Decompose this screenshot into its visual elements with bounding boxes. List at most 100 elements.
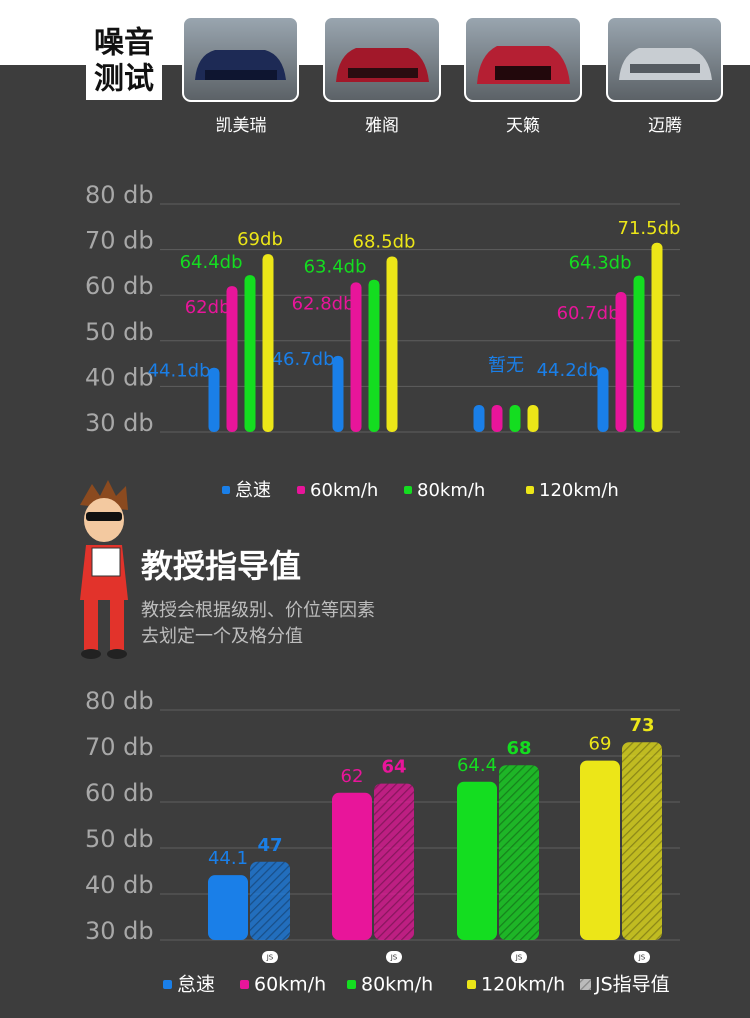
badge-label: JS — [390, 954, 398, 962]
legend-swatch — [297, 486, 305, 494]
legend-swatch — [467, 980, 476, 989]
value-label: 44.1db — [148, 361, 211, 382]
y-tick-label: 40 db — [85, 363, 154, 391]
car-name: 迈腾 — [648, 116, 682, 136]
y-tick-label: 30 db — [85, 917, 154, 945]
y-tick-label: 70 db — [85, 733, 154, 761]
bar — [226, 286, 238, 432]
badge-label: JS — [638, 954, 646, 962]
car-name: 凯美瑞 — [216, 116, 267, 136]
bar — [580, 760, 620, 940]
professor-description: 去划定一个及格分值 — [141, 626, 303, 647]
legend-label: 60km/h — [310, 480, 378, 501]
professor-figure — [80, 480, 128, 659]
value-label: 46.7db — [272, 349, 335, 370]
y-tick-label: 80 db — [85, 687, 154, 715]
legend-swatch — [526, 486, 534, 494]
badge-label: JS — [266, 954, 274, 962]
car-photo — [606, 16, 723, 102]
label-box — [86, 24, 162, 100]
legend-swatch — [163, 980, 172, 989]
legend-label: 80km/h — [361, 974, 433, 996]
car-photo — [323, 16, 441, 102]
y-tick-label: 50 db — [85, 825, 154, 853]
placeholder-bar — [527, 405, 539, 432]
value-label: 62db — [185, 297, 231, 318]
bar — [350, 282, 362, 432]
bar — [651, 242, 663, 432]
bar — [615, 292, 627, 432]
bar — [597, 367, 609, 432]
value-label: 44.1 — [208, 848, 248, 869]
professor-description: 教授会根据级别、价位等因素 — [141, 600, 375, 621]
placeholder-bar — [473, 405, 485, 432]
bar — [208, 875, 248, 940]
value-label: 64.3db — [569, 253, 632, 274]
value-label: 62.8db — [292, 293, 355, 314]
legend-label: 怠速 — [177, 974, 215, 996]
professor-title: 教授指导值 — [141, 547, 301, 585]
value-label: 60.7db — [557, 303, 620, 324]
value-label: 44.2db — [537, 360, 600, 381]
bar — [457, 781, 497, 940]
value-label: 64 — [381, 757, 406, 778]
value-label: 64.4db — [180, 252, 243, 273]
header-label: 测试 — [94, 62, 154, 97]
legend-label: JS指导值 — [594, 974, 670, 996]
bar — [262, 254, 274, 432]
legend-swatch — [404, 486, 412, 494]
y-tick-label: 70 db — [85, 227, 154, 255]
legend-swatch-hatch — [580, 979, 591, 990]
bar — [332, 792, 372, 940]
value-label: 71.5db — [618, 218, 681, 239]
badge-label: JS — [515, 954, 523, 962]
value-label: 47 — [257, 835, 282, 856]
y-tick-label: 60 db — [85, 779, 154, 807]
y-tick-label: 40 db — [85, 871, 154, 899]
y-tick-label: 50 db — [85, 318, 154, 346]
legend-label: 60km/h — [254, 974, 326, 996]
cars — [182, 16, 723, 102]
legend-swatch — [347, 980, 356, 989]
value-label: 62 — [341, 766, 364, 787]
badge — [511, 951, 527, 963]
legend-label: 怠速 — [235, 480, 271, 501]
bar-hatch — [499, 765, 539, 940]
legend-label: 80km/h — [417, 480, 485, 501]
value-label: 63.4db — [304, 257, 367, 278]
bar-hatch — [250, 861, 290, 940]
legend-swatch — [222, 486, 230, 494]
legend-label: 120km/h — [481, 974, 565, 996]
value-label: 68 — [506, 738, 531, 759]
header-label: 噪音 — [94, 26, 154, 61]
y-tick-label: 80 db — [85, 181, 154, 209]
bar — [208, 367, 220, 432]
placeholder-bar — [509, 405, 521, 432]
bar-hatch — [622, 742, 662, 940]
badge — [634, 951, 650, 963]
car-photo — [182, 16, 299, 102]
badge — [262, 951, 278, 963]
bar-hatch — [374, 783, 414, 940]
bar — [332, 355, 344, 432]
legend-label: 120km/h — [539, 480, 619, 501]
bar — [368, 279, 380, 432]
placeholder-bar — [491, 405, 503, 432]
value-label: 73 — [629, 715, 654, 736]
value-label: 68.5db — [353, 231, 416, 252]
car-name: 雅阁 — [365, 116, 399, 136]
value-label: 69 — [589, 734, 612, 755]
value-label: 64.4 — [457, 755, 497, 776]
bar — [386, 256, 398, 432]
car-photo — [464, 16, 582, 102]
bar — [633, 275, 645, 432]
car-name: 天籁 — [506, 116, 540, 136]
value-label: 69db — [237, 229, 283, 250]
y-tick-label: 60 db — [85, 272, 154, 300]
annotation: 暂无 — [488, 355, 524, 376]
legend-swatch — [240, 980, 249, 989]
bar — [244, 275, 256, 432]
badge — [386, 951, 402, 963]
y-tick-label: 30 db — [85, 409, 154, 437]
